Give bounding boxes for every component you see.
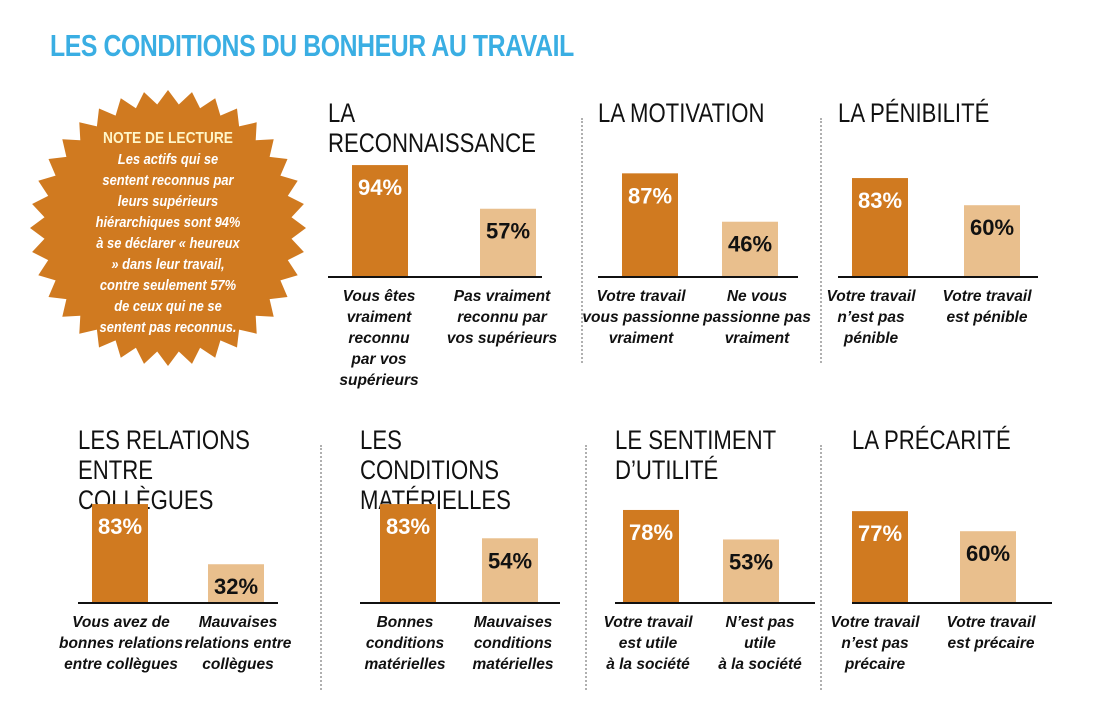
bar-secondary bbox=[960, 531, 1016, 602]
bar-value-label: 83% bbox=[98, 514, 142, 539]
note-text-block: NOTE DE LECTURE Les actifs qui se senten… bbox=[95, 128, 241, 338]
chart-panel-3: LA PÉNIBILITÉ 83% 60% Votre travail n’est p… bbox=[826, 98, 1063, 398]
divider-top-1 bbox=[581, 118, 583, 363]
divider-top-2 bbox=[820, 118, 822, 363]
category-label: Votre travail vous passionne vraiment bbox=[582, 288, 700, 347]
note-badge: NOTE DE LECTURE Les actifs qui se senten… bbox=[28, 88, 308, 368]
bar-value-label: 83% bbox=[386, 514, 430, 539]
divider-bottom-2 bbox=[585, 445, 587, 690]
chart-title: LA RECONNAISSANCE bbox=[328, 98, 536, 158]
bar-secondary bbox=[723, 539, 779, 602]
category-label: Vous avez de bonnes relations entre coll… bbox=[58, 614, 184, 673]
bar-value-label: 77% bbox=[858, 521, 902, 546]
bar-value-label: 87% bbox=[628, 183, 672, 208]
category-label: Mauvaises relations entre collègues bbox=[184, 614, 292, 673]
category-label: Vous êtes vraiment reconnu par vos supér… bbox=[339, 288, 419, 389]
category-label: Votre travail n’est pas pénible bbox=[826, 288, 916, 347]
bar-secondary bbox=[480, 208, 536, 276]
divider-bottom-1 bbox=[320, 445, 322, 690]
bar-value-label: 94% bbox=[358, 175, 402, 200]
chart-panel-7: LA PRÉCARITÉ 77% 60% Votre travail n’est pa… bbox=[830, 425, 1077, 725]
note-body: Les actifs qui se sentent reconnus par l… bbox=[95, 151, 241, 336]
chart-panel-2: LA MOTIVATION 87% 46% Votre travail vous pa… bbox=[582, 98, 823, 398]
chart-title: LA PÉNIBILITÉ bbox=[838, 98, 990, 128]
main-title: LES CONDITIONS DU BONHEUR AU TRAVAIL bbox=[50, 28, 574, 63]
chart-panel-4: LES RELATIONS ENTRE COLLÈGUES 83% 32% Vous … bbox=[59, 425, 308, 725]
bar-value-label: 54% bbox=[488, 548, 532, 573]
starburst-shape bbox=[30, 90, 306, 366]
bar-secondary bbox=[722, 221, 778, 276]
bar-primary bbox=[352, 165, 408, 276]
category-label: Pas vraiment reconnu par vos supérieurs bbox=[446, 288, 558, 347]
category-label: Votre travail est utile à la société bbox=[603, 614, 693, 673]
chart-panel-5: LES CONDITIONS MATÉRIELLES 83% 54% Bonnes c… bbox=[360, 425, 585, 725]
bar-chart: 78% 53% bbox=[615, 509, 815, 604]
bar-chart: 77% 60% bbox=[852, 511, 1052, 604]
bar-value-label: 57% bbox=[486, 219, 530, 244]
divider-bottom-3 bbox=[820, 445, 822, 690]
category-label: Mauvaises conditions matérielles bbox=[472, 614, 554, 673]
bar-primary bbox=[622, 173, 678, 276]
bar-value-label: 46% bbox=[728, 232, 772, 257]
bar-chart: 83% 54% bbox=[360, 504, 560, 604]
bar-secondary bbox=[964, 205, 1020, 276]
bar-value-label: 60% bbox=[966, 541, 1010, 566]
bar-value-label: 32% bbox=[214, 574, 258, 599]
bar-primary bbox=[380, 504, 436, 602]
category-label: Votre travail est précaire bbox=[946, 614, 1036, 652]
bar-value-label: 78% bbox=[629, 520, 673, 545]
bar-chart: 87% 46% bbox=[598, 173, 798, 278]
chart-title: LA MOTIVATION bbox=[598, 98, 765, 128]
bar-chart: 83% 32% bbox=[78, 504, 278, 604]
chart-title: LES RELATIONS ENTRE COLLÈGUES bbox=[78, 425, 250, 515]
chart-panel-1: LA RECONNAISSANCE 94% 57% Vous êtes vraimen… bbox=[328, 98, 584, 398]
bar-primary bbox=[852, 178, 908, 276]
category-label: Votre travail est pénible bbox=[942, 288, 1032, 326]
bar-secondary bbox=[208, 564, 264, 602]
bar-value-label: 83% bbox=[858, 188, 902, 213]
bar-chart: 83% 60% bbox=[838, 178, 1038, 278]
bar-value-label: 53% bbox=[729, 549, 773, 574]
bar-primary bbox=[92, 504, 148, 602]
bar-value-label: 60% bbox=[970, 215, 1014, 240]
category-label: Ne vous passionne pas vraiment bbox=[703, 288, 811, 347]
note-heading: NOTE DE LECTURE bbox=[103, 130, 233, 147]
chart-title: LE SENTIMENT D’UTILITÉ bbox=[615, 425, 777, 485]
chart-panel-6: LE SENTIMENT D’UTILITÉ 78% 53% Votre travai… bbox=[603, 425, 840, 725]
bar-primary bbox=[623, 509, 679, 602]
chart-title: LA PRÉCARITÉ bbox=[852, 425, 1011, 455]
bar-secondary bbox=[482, 538, 538, 602]
category-label: Bonnes conditions matérielles bbox=[364, 614, 446, 673]
bar-chart: 94% 57% bbox=[328, 165, 542, 278]
category-label: Votre travail n’est pas précaire bbox=[830, 614, 920, 673]
bar-primary bbox=[852, 511, 908, 602]
category-label: N’est pas utile à la société bbox=[718, 614, 802, 673]
